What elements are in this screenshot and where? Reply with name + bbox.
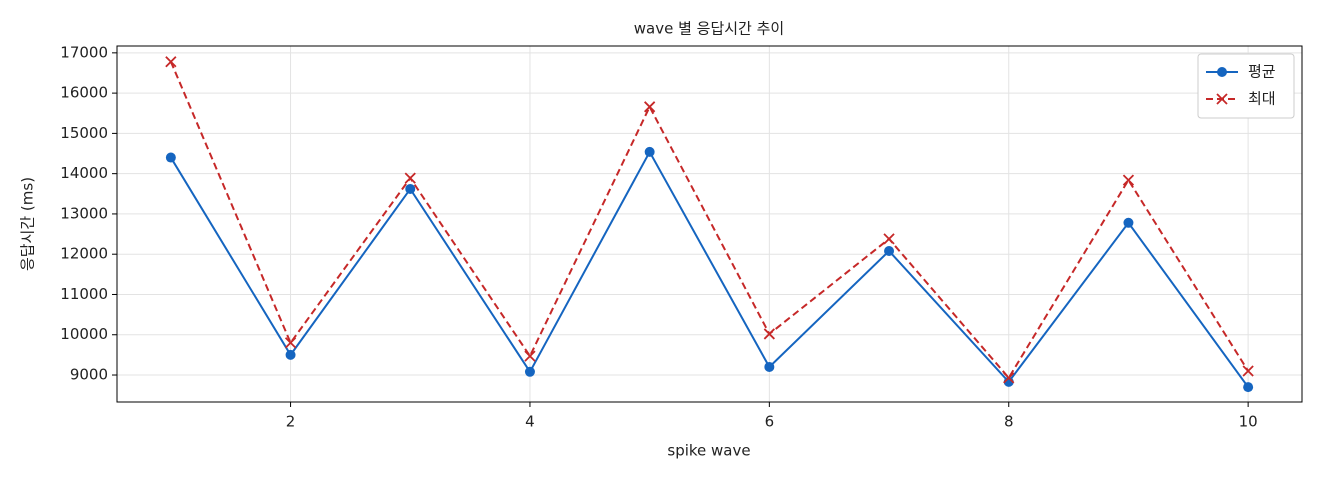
marker (1003, 372, 1015, 384)
marker (165, 152, 176, 163)
y-tick-label: 17000 (60, 43, 108, 61)
y-tick-label: 11000 (60, 285, 108, 303)
y-tick-label: 9000 (70, 366, 108, 384)
plot-frame (116, 45, 1303, 403)
marker (1243, 382, 1254, 393)
y-tick-label: 13000 (60, 204, 108, 222)
marker (524, 366, 535, 377)
y-tick-label: 12000 (60, 245, 108, 263)
x-tick-label: 10 (1239, 413, 1258, 431)
legend-label: 최대 (1248, 90, 1276, 108)
marker (883, 233, 895, 245)
marker (884, 245, 895, 256)
y-tick-label: 15000 (60, 124, 108, 142)
marker (285, 349, 296, 360)
marker (764, 361, 775, 372)
marker (1123, 217, 1134, 228)
series-line (169, 61, 1249, 380)
marker (1217, 67, 1227, 77)
marker (644, 146, 655, 157)
marker (165, 56, 177, 68)
y-axis-label: 응답시간 (ms) (19, 177, 37, 271)
x-tick-label: 8 (1004, 413, 1014, 431)
marker (1122, 174, 1135, 186)
marker (1242, 365, 1254, 377)
x-tick-label: 4 (525, 413, 535, 431)
marker (405, 183, 416, 194)
x-tick-label: 2 (286, 413, 296, 431)
series-line (170, 149, 1249, 388)
y-tick-label: 14000 (60, 164, 108, 182)
y-tick-label: 10000 (60, 325, 108, 343)
marker (1216, 93, 1228, 105)
legend-box (1197, 53, 1295, 119)
x-tick-label: 6 (765, 413, 775, 431)
y-tick-label: 16000 (60, 84, 108, 102)
marker (524, 350, 536, 362)
x-axis-label: spike wave (667, 442, 750, 460)
chart-title: wave 별 응답시간 추이 (634, 20, 784, 38)
marker (404, 172, 416, 184)
legend-label: 평균 (1248, 63, 1276, 81)
marker (763, 328, 775, 340)
marker (284, 337, 297, 349)
marker (644, 101, 656, 113)
